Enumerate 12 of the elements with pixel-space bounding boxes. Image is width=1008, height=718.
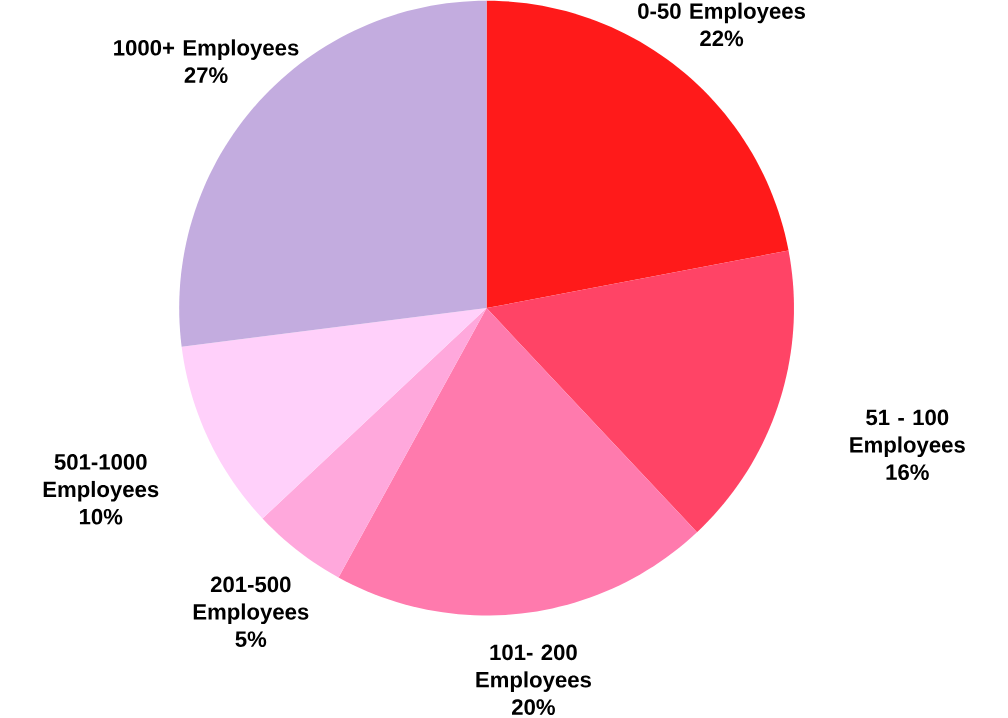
data-label: 22%	[700, 30, 744, 47]
slice-label: 0-50 Employees	[638, 2, 805, 24]
data-label: 16%	[886, 464, 929, 481]
data-label: 20%	[512, 699, 555, 716]
slice-label: 501-1000 Employees	[43, 454, 159, 502]
slice-label: 201-500 Employees	[193, 576, 309, 625]
slice-label: 1000+ Employees	[114, 39, 299, 61]
data-label: 5%	[235, 631, 267, 648]
data-label: 27%	[184, 67, 228, 84]
slice-label: 101- 200 Employees	[476, 644, 591, 693]
slice-label: 51 - 100 Employees	[850, 409, 965, 458]
data-label: 10%	[79, 509, 123, 525]
